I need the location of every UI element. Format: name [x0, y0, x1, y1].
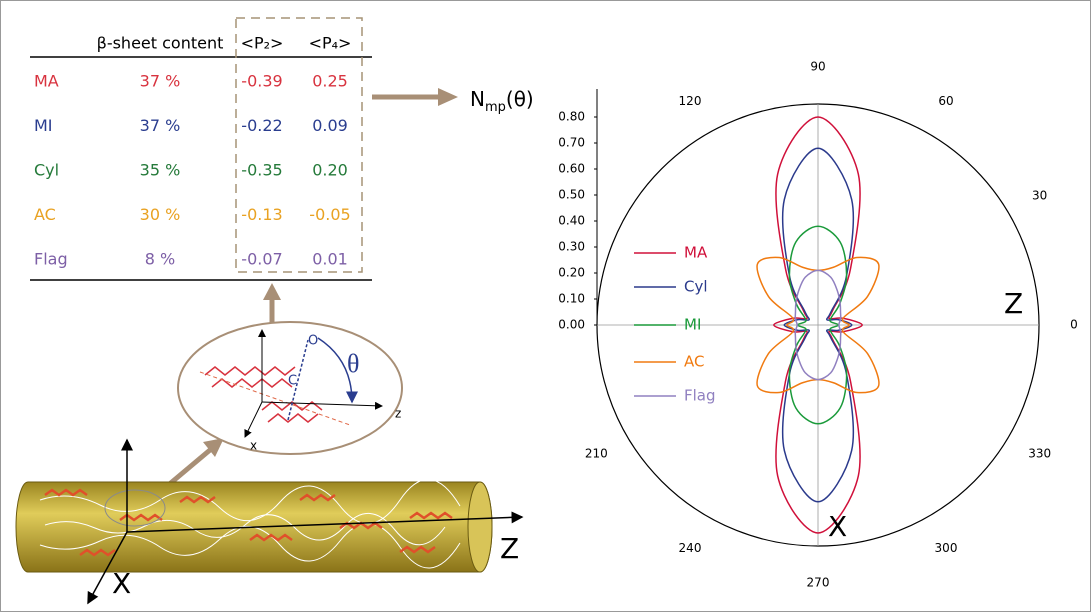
- legend-label: MA: [684, 244, 708, 262]
- table-cell: 37 %: [140, 116, 181, 135]
- angle-tick-label: 210: [585, 447, 608, 461]
- theta-label: θ: [347, 349, 359, 378]
- axis-label: z: [395, 407, 401, 421]
- r-tick-label: 0.30: [558, 240, 585, 254]
- legend-label: AC: [684, 353, 704, 371]
- angle-tick-label: 270: [807, 576, 830, 590]
- figure: β-sheet content <P₂> <P₄> MA 37 % -0.39 0.25 MI…: [0, 0, 1091, 612]
- table-cell: -0.39: [241, 72, 282, 91]
- axis-label: x: [250, 439, 257, 453]
- legend-label: MI: [684, 316, 701, 334]
- label-sub: mp: [485, 100, 506, 115]
- label-main: N: [470, 87, 485, 111]
- table-cell: 35 %: [140, 161, 181, 180]
- angle-tick-label: 300: [935, 541, 958, 555]
- r-tick-label: 0.80: [558, 110, 585, 124]
- r-tick-label: 0.00: [558, 318, 585, 332]
- table-cell: 8 %: [145, 250, 175, 269]
- angle-tick-label: 90: [810, 60, 825, 74]
- table-cell: -0.05: [309, 205, 350, 224]
- table-cell: -0.22: [241, 116, 282, 135]
- row-label: Flag: [34, 250, 68, 269]
- atom-label: O: [308, 334, 318, 349]
- column-header: β-sheet content: [97, 34, 224, 53]
- axis-label: Z: [1004, 287, 1023, 320]
- fibre-end: [468, 482, 492, 572]
- row-label: MI: [34, 116, 53, 135]
- table-cell: -0.13: [241, 205, 282, 224]
- row-label: MA: [34, 72, 59, 91]
- atom-label: C: [288, 374, 297, 389]
- r-tick-label: 0.60: [558, 162, 585, 176]
- legend-label: Cyl: [684, 278, 708, 296]
- zoom-diagram: θ O C z x: [178, 322, 402, 454]
- axis-label: X: [112, 567, 131, 600]
- table-cell: -0.35: [241, 161, 282, 180]
- table-cell: 0.01: [312, 250, 348, 269]
- row-label: Cyl: [34, 161, 59, 180]
- r-tick-label: 0.40: [558, 214, 585, 228]
- label-arg: (θ): [506, 87, 534, 111]
- axis-label: X: [828, 510, 847, 543]
- axis-label: Z: [500, 532, 519, 565]
- table-cell: -0.07: [241, 250, 282, 269]
- column-header: <P₄>: [309, 34, 352, 53]
- row-label: AC: [34, 205, 56, 224]
- table-cell: 0.09: [312, 116, 348, 135]
- angle-tick-label: 0: [1070, 318, 1078, 332]
- r-tick-label: 0.20: [558, 266, 585, 280]
- angle-tick-label: 330: [1028, 447, 1051, 461]
- table-cell: 0.25: [312, 72, 348, 91]
- column-header: <P₂>: [241, 34, 284, 53]
- angle-tick-label: 30: [1032, 189, 1047, 203]
- r-tick-label: 0.10: [558, 292, 585, 306]
- legend-label: Flag: [684, 387, 716, 405]
- table-cell: 0.20: [312, 161, 348, 180]
- angle-tick-label: 240: [679, 541, 702, 555]
- angle-tick-label: 60: [938, 94, 953, 108]
- table-cell: 30 %: [140, 205, 181, 224]
- table-cell: 37 %: [140, 72, 181, 91]
- r-tick-label: 0.70: [558, 136, 585, 150]
- r-tick-label: 0.50: [558, 188, 585, 202]
- angle-tick-label: 120: [679, 94, 702, 108]
